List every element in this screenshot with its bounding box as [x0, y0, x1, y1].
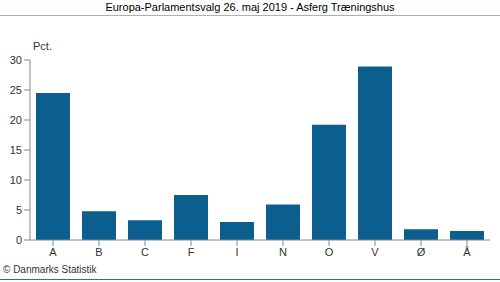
svg-text:V: V: [371, 246, 379, 258]
svg-text:A: A: [49, 246, 57, 258]
svg-text:I: I: [235, 246, 238, 258]
svg-text:5: 5: [16, 204, 22, 216]
svg-text:C: C: [141, 246, 149, 258]
svg-text:10: 10: [10, 174, 22, 186]
svg-text:Å: Å: [463, 246, 471, 258]
svg-text:F: F: [188, 246, 195, 258]
svg-text:25: 25: [10, 84, 22, 96]
svg-text:15: 15: [10, 144, 22, 156]
svg-text:30: 30: [10, 54, 22, 66]
html-text:© Danmarks Statistik: © Danmarks Statistik: [3, 264, 97, 275]
svg-text:N: N: [279, 246, 287, 258]
svg-text:B: B: [95, 246, 102, 258]
svg-text:Ø: Ø: [417, 246, 426, 258]
html-text:Pct.: Pct.: [33, 40, 52, 52]
svg-text:0: 0: [16, 234, 22, 246]
html-text:Europa-Parlamentsvalg 26. maj: Europa-Parlamentsvalg 26. maj 2019 - Asf…: [105, 1, 395, 13]
svg-text:20: 20: [10, 114, 22, 126]
svg-text:O: O: [325, 246, 334, 258]
